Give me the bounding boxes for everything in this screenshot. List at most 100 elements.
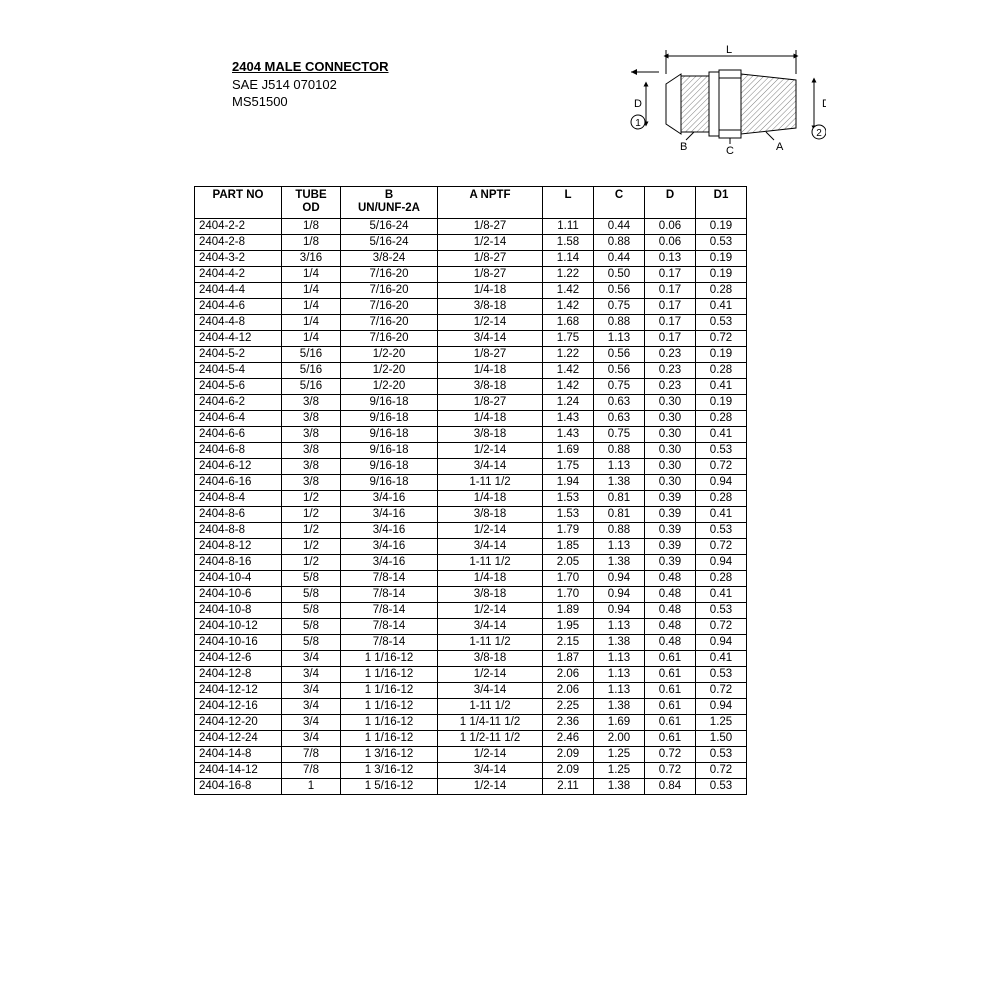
cell-value: 7/8-14 <box>341 602 438 618</box>
cell-partno: 2404-8-4 <box>195 490 282 506</box>
cell-value: 1.38 <box>594 778 645 794</box>
cell-value: 7/8 <box>282 746 341 762</box>
cell-value: 0.30 <box>645 426 696 442</box>
cell-value: 2.00 <box>594 730 645 746</box>
table-row: 2404-12-203/41 1/16-121 1/4-11 1/22.361.… <box>195 714 747 730</box>
cell-partno: 2404-12-6 <box>195 650 282 666</box>
cell-partno: 2404-14-8 <box>195 746 282 762</box>
cell-value: 1 <box>282 778 341 794</box>
cell-value: 3/8-18 <box>438 426 543 442</box>
cell-value: 0.56 <box>594 362 645 378</box>
cell-value: 1.13 <box>594 666 645 682</box>
cell-value: 0.39 <box>645 490 696 506</box>
cell-value: 7/8 <box>282 762 341 778</box>
table-row: 2404-6-83/89/16-181/2-141.690.880.300.53 <box>195 442 747 458</box>
cell-value: 0.61 <box>645 650 696 666</box>
callout-1: 1 <box>635 118 641 129</box>
cell-value: 1.95 <box>543 618 594 634</box>
cell-value: 1.13 <box>594 330 645 346</box>
cell-value: 0.94 <box>696 474 747 490</box>
cell-value: 1 1/16-12 <box>341 714 438 730</box>
cell-value: 0.72 <box>696 538 747 554</box>
col-header: PART NO <box>195 187 282 219</box>
cell-value: 0.28 <box>696 410 747 426</box>
cell-value: 1-11 1/2 <box>438 554 543 570</box>
cell-value: 0.48 <box>645 586 696 602</box>
cell-value: 0.19 <box>696 250 747 266</box>
table-row: 2404-6-163/89/16-181-11 1/21.941.380.300… <box>195 474 747 490</box>
cell-value: 1.53 <box>543 506 594 522</box>
cell-value: 3/4 <box>282 650 341 666</box>
cell-partno: 2404-10-4 <box>195 570 282 586</box>
cell-value: 2.36 <box>543 714 594 730</box>
cell-value: 1 1/16-12 <box>341 682 438 698</box>
cell-value: 0.88 <box>594 522 645 538</box>
leader-c: C <box>726 145 734 157</box>
cell-value: 1.94 <box>543 474 594 490</box>
table-row: 2404-10-45/87/8-141/4-181.700.940.480.28 <box>195 570 747 586</box>
cell-value: 0.48 <box>645 602 696 618</box>
cell-value: 0.94 <box>696 634 747 650</box>
cell-value: 1.38 <box>594 554 645 570</box>
cell-value: 7/16-20 <box>341 298 438 314</box>
table-row: 2404-8-161/23/4-161-11 1/22.051.380.390.… <box>195 554 747 570</box>
cell-value: 2.11 <box>543 778 594 794</box>
cell-value: 0.61 <box>645 714 696 730</box>
cell-value: 0.17 <box>645 330 696 346</box>
cell-value: 3/4 <box>282 714 341 730</box>
cell-value: 3/8-24 <box>341 250 438 266</box>
cell-partno: 2404-10-12 <box>195 618 282 634</box>
cell-value: 3/4 <box>282 682 341 698</box>
table-row: 2404-4-41/47/16-201/4-181.420.560.170.28 <box>195 282 747 298</box>
table-row: 2404-16-811 5/16-121/2-142.111.380.840.5… <box>195 778 747 794</box>
cell-partno: 2404-10-8 <box>195 602 282 618</box>
cell-value: 1.85 <box>543 538 594 554</box>
table-row: 2404-2-21/85/16-241/8-271.110.440.060.19 <box>195 218 747 234</box>
cell-value: 1/2-14 <box>438 234 543 250</box>
cell-value: 1 1/16-12 <box>341 650 438 666</box>
cell-value: 3/8 <box>282 410 341 426</box>
cell-value: 5/8 <box>282 570 341 586</box>
callout-2: 2 <box>816 128 822 139</box>
cell-value: 0.30 <box>645 394 696 410</box>
table-row: 2404-10-65/87/8-143/8-181.700.940.480.41 <box>195 586 747 602</box>
cell-value: 0.17 <box>645 282 696 298</box>
cell-value: 3/8 <box>282 394 341 410</box>
cell-value: 1.22 <box>543 346 594 362</box>
cell-value: 0.17 <box>645 314 696 330</box>
cell-partno: 2404-12-8 <box>195 666 282 682</box>
cell-value: 3/8 <box>282 474 341 490</box>
cell-value: 1/2-20 <box>341 362 438 378</box>
cell-value: 5/16 <box>282 346 341 362</box>
cell-value: 7/16-20 <box>341 266 438 282</box>
cell-value: 1.43 <box>543 410 594 426</box>
cell-value: 1/4 <box>282 314 341 330</box>
cell-value: 1-11 1/2 <box>438 698 543 714</box>
cell-value: 1.22 <box>543 266 594 282</box>
cell-partno: 2404-12-24 <box>195 730 282 746</box>
cell-value: 0.41 <box>696 378 747 394</box>
cell-value: 0.72 <box>696 458 747 474</box>
cell-value: 5/16-24 <box>341 218 438 234</box>
cell-value: 1.13 <box>594 682 645 698</box>
cell-value: 1 1/2-11 1/2 <box>438 730 543 746</box>
cell-value: 3/8 <box>282 426 341 442</box>
cell-value: 1.58 <box>543 234 594 250</box>
col-header: A NPTF <box>438 187 543 219</box>
cell-value: 0.28 <box>696 282 747 298</box>
cell-value: 0.94 <box>696 698 747 714</box>
cell-value: 1/8-27 <box>438 394 543 410</box>
cell-value: 2.06 <box>543 666 594 682</box>
cell-value: 0.39 <box>645 522 696 538</box>
cell-value: 1 1/4-11 1/2 <box>438 714 543 730</box>
cell-value: 1/2-20 <box>341 346 438 362</box>
cell-value: 0.23 <box>645 362 696 378</box>
cell-value: 1.14 <box>543 250 594 266</box>
cell-value: 1-11 1/2 <box>438 634 543 650</box>
cell-value: 1/8 <box>282 234 341 250</box>
header-line-ms: MS51500 <box>232 93 389 111</box>
cell-value: 7/16-20 <box>341 282 438 298</box>
cell-value: 1/2-14 <box>438 602 543 618</box>
spec-table-head: PART NOTUBEODBUN/UNF-2AA NPTFLCDD1 <box>195 187 747 219</box>
cell-value: 0.44 <box>594 218 645 234</box>
